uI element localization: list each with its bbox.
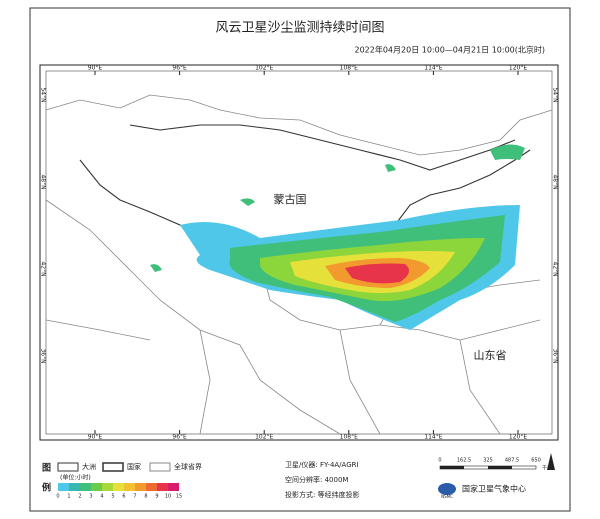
lon-label: 114°E <box>424 434 442 441</box>
legend-title: 例 <box>42 482 51 494</box>
colorbar-cell <box>146 483 157 491</box>
colorbar-cell <box>69 483 80 491</box>
scale-unit: 千米 <box>542 465 552 472</box>
colorbar-cell <box>135 483 146 491</box>
lon-label: 108°E <box>340 434 358 441</box>
colorbar-tick: 8 <box>144 494 147 500</box>
colorbar-tick: 7 <box>133 494 136 500</box>
scale-tick: 162.5 <box>457 458 471 464</box>
lat-label: 36°N <box>552 348 559 363</box>
lat-label: 48°N <box>40 174 47 189</box>
title: 风云卫星沙尘监测持续时间图 <box>215 21 384 36</box>
colorbar-tick: 6 <box>122 494 125 500</box>
colorbar-cell <box>91 483 102 491</box>
info: 卫星/仪器: FY-4A/AGRI 空间分辨率: 4000M 投影方式: 等经纬… <box>285 461 360 499</box>
scale-tick: 650 <box>531 458 541 464</box>
colorbar-tick: 0 <box>56 494 59 500</box>
lat-label: 36°N <box>40 348 47 363</box>
info-text: 投影方式: 等经纬度投影 <box>285 490 360 499</box>
lat-label: 42°N <box>40 261 47 276</box>
lon-label: 120°E <box>509 434 527 441</box>
lat-label: 54°N <box>552 87 559 102</box>
lat-label: 42°N <box>552 261 559 276</box>
map-inner-frame <box>45 70 553 435</box>
scale-segment <box>488 466 512 469</box>
colorbar-tick: 15 <box>176 494 182 500</box>
lon-label: 114°E <box>424 65 442 72</box>
north-arrow <box>547 453 555 470</box>
border <box>45 94 553 156</box>
scale-segment <box>440 466 464 469</box>
colorbar-cell <box>58 483 69 491</box>
lon-label: 96°E <box>172 434 187 441</box>
colorbar-tick: 3 <box>89 494 92 500</box>
logo <box>438 483 456 495</box>
colorbar-cell <box>113 483 124 491</box>
place-label: 蒙古国 <box>274 193 307 206</box>
lat-label: 54°N <box>40 87 47 102</box>
legend-unit: (单位:小时) <box>60 474 91 482</box>
place-label: 山东省 <box>474 349 507 362</box>
scale-tick: 487.5 <box>505 458 519 464</box>
colorbar-cell <box>102 483 113 491</box>
legend-title: 图 <box>42 463 51 474</box>
subtitle: 2022年04月20日 10:00—04月21日 10:00(北京时) <box>354 45 545 55</box>
colorbar-tick: 2 <box>78 494 81 500</box>
scale-bar: 千米 NSMC 国家卫星气象中心 0 162.5 325 487.5 650 <box>438 453 555 499</box>
scale-tick: 0 <box>438 458 441 464</box>
colorbar-tick: 10 <box>165 494 171 500</box>
legend-swatch <box>102 462 124 472</box>
legend: 图 例 大洲 国家 全球省界 (单位:小时) 0 1 2 3 4 5 6 7 8 9 10 15 <box>42 462 202 500</box>
logo-text: NSMC <box>441 494 453 499</box>
info-text: 卫星/仪器: FY-4A/AGRI <box>285 461 359 469</box>
colorbar-tick: 4 <box>100 494 103 500</box>
org-name: 国家卫星气象中心 <box>462 484 526 494</box>
colorbar-cell <box>168 483 179 491</box>
scale-tick: 325 <box>483 458 493 464</box>
lon-label: 108°E <box>340 65 358 72</box>
colorbar-cell <box>157 483 168 491</box>
info-text: 空间分辨率: 4000M <box>285 475 348 484</box>
lon-label: 120°E <box>509 65 527 72</box>
legend-item: 全球省界 <box>174 462 202 471</box>
lon-label: 102°E <box>255 65 273 72</box>
lon-label: 102°E <box>255 434 273 441</box>
legend-swatch <box>57 462 79 472</box>
colorbar-tick: 5 <box>111 494 114 500</box>
lon-label: 96°E <box>172 65 187 72</box>
map: 蒙古国 山东省 90°E 90°E 96°E 96°E 102°E 102°E 108°E 1… <box>39 64 559 441</box>
colorbar-tick: 9 <box>155 494 158 500</box>
legend-swatch <box>149 462 171 472</box>
colorbar-cell <box>124 483 135 491</box>
colorbar-tick: 1 <box>67 494 70 500</box>
lon-label: 90°E <box>88 434 103 441</box>
legend-item: 大洲 <box>82 462 96 471</box>
dust-area <box>345 263 409 284</box>
colorbar-cell <box>80 483 91 491</box>
lat-label: 48°N <box>552 174 559 189</box>
lon-label: 90°E <box>88 65 103 72</box>
legend-item: 国家 <box>127 462 141 471</box>
